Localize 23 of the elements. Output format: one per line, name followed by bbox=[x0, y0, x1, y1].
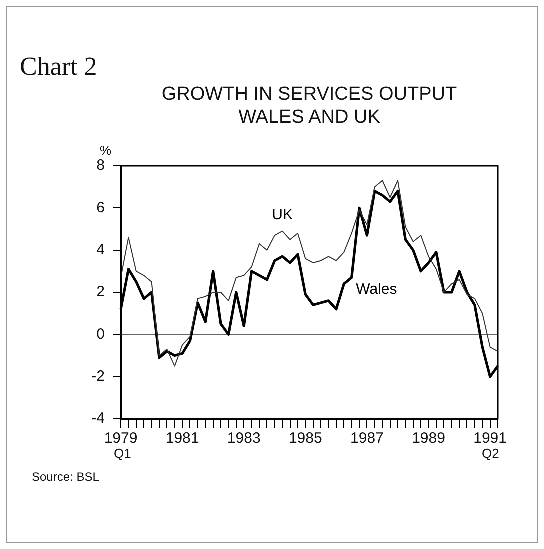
x-tick-label: 1987 bbox=[350, 430, 384, 448]
x-tick-label: 1985 bbox=[288, 430, 322, 448]
caption: Chart 2 bbox=[20, 52, 98, 82]
text: Q2 bbox=[482, 446, 500, 461]
y-tick-label: 2 bbox=[96, 284, 105, 301]
source-note: Source: BSL bbox=[32, 470, 100, 484]
y-tick-label: 8 bbox=[96, 157, 105, 174]
y-axis-title: % bbox=[100, 143, 112, 158]
y-tick-label: 4 bbox=[96, 241, 105, 258]
y-tick-label: -2 bbox=[92, 368, 105, 385]
x-tick-label: 1983 bbox=[227, 430, 261, 448]
x-tick-label: 1979 bbox=[104, 430, 138, 448]
y-tick-label: -4 bbox=[92, 410, 105, 428]
y-tick-label: 0 bbox=[96, 326, 105, 343]
series-label: Wales bbox=[356, 281, 398, 298]
chart-title: GROWTH IN SERVICES OUTPUT bbox=[160, 84, 458, 106]
x-tick-label: 1991 bbox=[474, 430, 507, 448]
y-tick-label: 6 bbox=[96, 199, 105, 216]
x-tick-label: 1981 bbox=[166, 430, 200, 448]
x-tick-label: 1989 bbox=[412, 430, 446, 448]
text: Q1 bbox=[114, 446, 132, 461]
chart-subtitle: WALES AND UK bbox=[238, 107, 382, 129]
series-label: UK bbox=[272, 206, 293, 224]
